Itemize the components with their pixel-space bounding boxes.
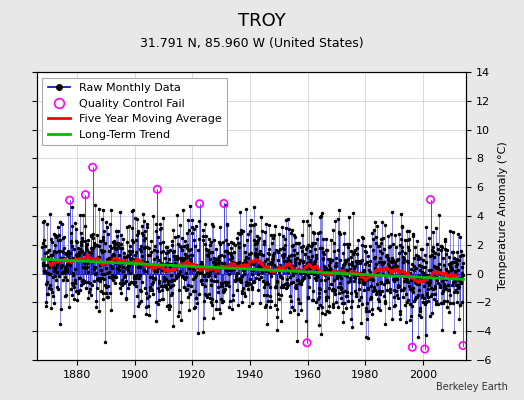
Legend: Raw Monthly Data, Quality Control Fail, Five Year Moving Average, Long-Term Tren: Raw Monthly Data, Quality Control Fail, … xyxy=(42,78,227,145)
Point xyxy=(220,200,228,207)
Point xyxy=(153,186,161,192)
Text: Berkeley Earth: Berkeley Earth xyxy=(436,382,508,392)
Point xyxy=(89,164,97,170)
Y-axis label: Temperature Anomaly (°C): Temperature Anomaly (°C) xyxy=(498,142,508,290)
Point xyxy=(408,344,417,350)
Text: TROY: TROY xyxy=(238,12,286,30)
Point xyxy=(459,342,467,349)
Point xyxy=(427,196,435,203)
Title: 31.791 N, 85.960 W (United States): 31.791 N, 85.960 W (United States) xyxy=(140,37,363,50)
Point xyxy=(421,346,429,352)
Point xyxy=(66,197,74,204)
Point xyxy=(81,192,90,198)
Point xyxy=(303,340,311,346)
Point xyxy=(195,200,204,207)
